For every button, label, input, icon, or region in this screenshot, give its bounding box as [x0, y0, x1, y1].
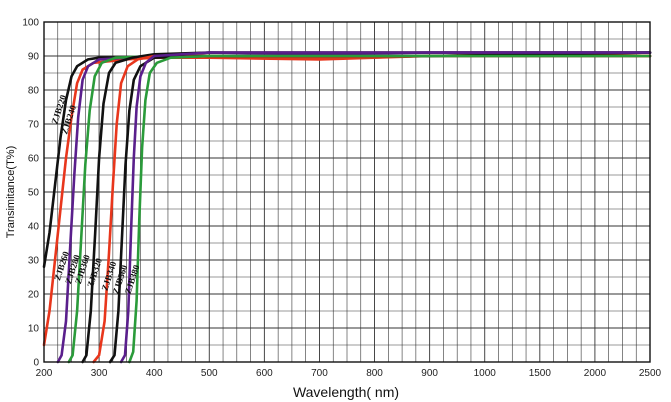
- x-tick-label: 600: [256, 368, 273, 379]
- y-tick-label: 60: [28, 154, 40, 165]
- y-tick-label: 40: [28, 222, 40, 233]
- y-axis-label: Transimitance(T%): [5, 146, 17, 239]
- x-tick-label: 2500: [639, 368, 662, 379]
- y-tick-label: 50: [28, 188, 40, 199]
- y-tick-label: 10: [28, 324, 40, 335]
- y-tick-label: 90: [28, 52, 40, 63]
- series-lines: [42, 51, 652, 364]
- y-tick-label: 80: [28, 86, 40, 97]
- x-tick-label: 2000: [584, 368, 607, 379]
- series-line-zjb380: [128, 54, 652, 364]
- series-line-zjb280: [67, 51, 652, 364]
- series-line-zjb340: [108, 51, 652, 364]
- x-tick-label: 300: [91, 368, 108, 379]
- y-tick-label: 30: [28, 256, 40, 267]
- x-tick-label: 500: [201, 368, 218, 379]
- plot-frame: [43, 21, 651, 363]
- x-tick-label: 200: [36, 368, 53, 379]
- y-tick-label: 70: [28, 120, 40, 131]
- x-tick-label: 1000: [474, 368, 497, 379]
- series-line-zjb320: [92, 53, 652, 364]
- series-line-zjb360: [119, 51, 652, 364]
- y-tick-labels: 0 10 20 30 40 50 60 70 80 90 100: [22, 18, 39, 369]
- x-tick-labels: 200 300 400 500 600 700 800 900 1000 1500 2000 2500: [36, 368, 662, 379]
- x-tick-label: 900: [421, 368, 438, 379]
- x-axis-label: Wavelength( nm): [293, 384, 399, 400]
- x-tick-label: 700: [311, 368, 328, 379]
- grid: [43, 21, 651, 363]
- x-tick-label: 800: [366, 368, 383, 379]
- y-tick-label: 0: [33, 358, 39, 369]
- y-tick-label: 20: [28, 290, 40, 301]
- y-tick-label: 100: [22, 18, 39, 29]
- x-tick-label: 1500: [529, 368, 552, 379]
- x-tick-label: 400: [146, 368, 163, 379]
